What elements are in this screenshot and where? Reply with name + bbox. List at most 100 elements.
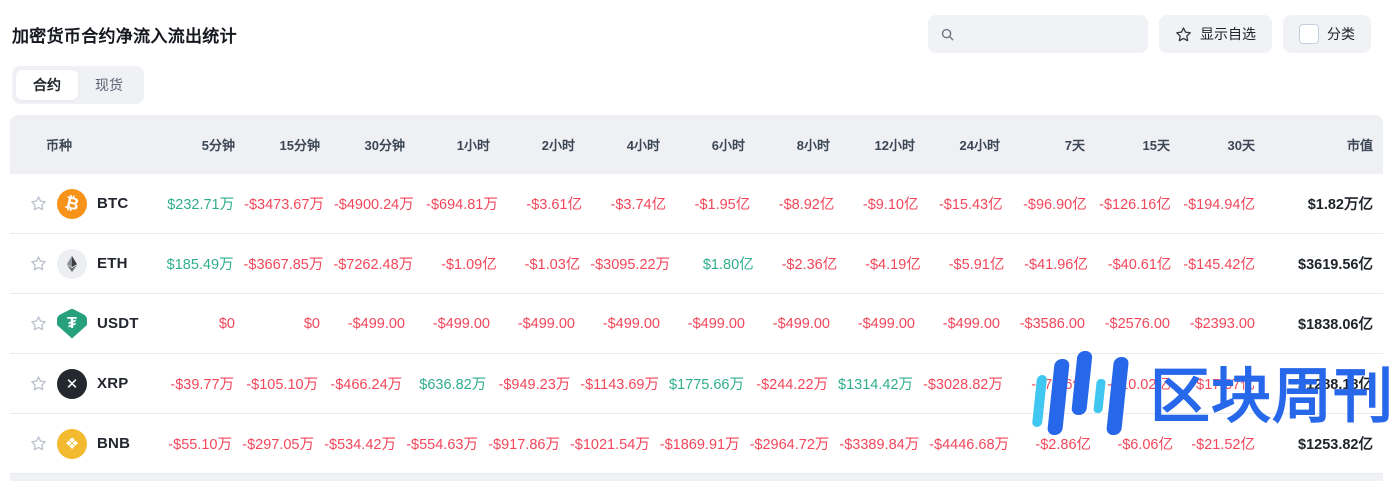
value-cell: -$6.06亿 [1117, 437, 1173, 453]
favorite-star-icon[interactable] [30, 315, 47, 332]
next-row-peek [10, 474, 1383, 481]
value-cell: -$1869.91万 [659, 437, 740, 453]
value-cell: -$4446.68万 [929, 437, 1010, 453]
column-header[interactable]: 7天 [1064, 138, 1085, 153]
value-cell: -$466.24万 [330, 377, 403, 393]
search-icon [941, 28, 954, 41]
coin-symbol: ETH [97, 255, 128, 272]
show-favorites-label: 显示自选 [1200, 26, 1256, 42]
column-header[interactable]: 30天 [1227, 138, 1255, 153]
value-cell: -$499.00 [942, 315, 1000, 332]
coin-cell: ₿ BTC [10, 188, 160, 219]
column-header[interactable]: 1小时 [456, 138, 490, 153]
value-cell: $1775.66万 [669, 377, 744, 393]
value-cell: -$499.00 [857, 315, 915, 332]
value-cell: -$21.52亿 [1191, 437, 1255, 453]
value-cell: -$1143.69万 [580, 377, 659, 393]
eth-coin-icon [57, 248, 87, 279]
coin-cell: ❖ BNB [10, 428, 160, 459]
value-cell: $185.49万 [166, 257, 234, 273]
value-cell: -$534.42万 [324, 437, 396, 453]
coin-symbol: BNB [97, 435, 131, 452]
column-header[interactable]: 8小时 [796, 138, 830, 153]
table-row[interactable]: ❖ BNB -$55.10万 -$297.05万 -$534.42万 -$554.63… [10, 414, 1383, 474]
star-icon [1176, 26, 1191, 41]
value-cell: $232.71万 [167, 197, 235, 213]
value-cell: -$96.90亿 [1023, 197, 1087, 213]
favorite-star-icon[interactable] [30, 375, 47, 392]
value-cell: -$244.22万 [756, 377, 829, 393]
category-button[interactable]: 分类 [1283, 15, 1371, 53]
value-cell: -$3095.22万 [590, 257, 671, 273]
value-cell: -$694.81万 [426, 197, 498, 213]
value-cell: $636.82万 [419, 377, 487, 393]
table-header-row: 币种 5分钟 15分钟 30分钟 1小时 2小时 4小时 6小时 8小时 12小时 24小时 7天 15… [10, 115, 1383, 174]
value-cell: $1.82万亿 [1307, 197, 1373, 213]
value-cell: -$4.19亿 [865, 257, 921, 273]
value-cell: $1314.42万 [838, 377, 914, 393]
value-cell: -$145.42亿 [1183, 257, 1255, 273]
column-header[interactable]: 4小时 [626, 138, 660, 153]
column-header[interactable]: 24小时 [959, 138, 1000, 153]
column-header[interactable]: 6小时 [711, 138, 745, 153]
search-box[interactable] [928, 15, 1148, 53]
value-cell: -$499.00 [687, 315, 745, 332]
btc-coin-icon: ₿ [57, 188, 87, 219]
value-cell: -$10.02亿 [1107, 377, 1171, 393]
value-cell: -$40.61亿 [1107, 257, 1172, 273]
column-header[interactable]: 12小时 [874, 138, 915, 153]
column-header[interactable]: 5分钟 [201, 138, 235, 153]
column-header[interactable]: 市值 [1346, 138, 1373, 153]
value-cell: -$7262.48万 [333, 257, 414, 273]
favorite-star-icon[interactable] [30, 435, 47, 452]
value-cell: -$3586.00 [1019, 315, 1085, 332]
flow-table: 币种 5分钟 15分钟 30分钟 1小时 2小时 4小时 6小时 8小时 12小时 24小时 7天 15… [10, 115, 1383, 481]
value-cell: -$194.94亿 [1183, 197, 1255, 213]
topbar: 加密货币合约净流入流出统计 显示自选 分类 [0, 0, 1393, 53]
column-header[interactable]: 币种 [46, 138, 73, 153]
value-cell: -$39.77万 [170, 377, 235, 393]
favorite-star-icon[interactable] [30, 255, 47, 272]
value-cell: -$297.05万 [242, 437, 314, 453]
value-cell: -$499.00 [602, 315, 660, 332]
table-row[interactable]: ✕ XRP -$39.77万 -$105.10万 -$466.24万 $636.82万… [10, 354, 1383, 414]
column-header[interactable]: 15分钟 [279, 138, 320, 153]
value-cell: $1.80亿 [702, 257, 754, 273]
value-cell: -$949.23万 [498, 377, 571, 393]
category-checkbox[interactable] [1299, 24, 1319, 44]
value-cell: -$7.16亿 [1031, 377, 1087, 393]
coin-cell: ETH [10, 248, 160, 279]
value-cell: -$3.61亿 [526, 197, 582, 213]
favorite-star-icon[interactable] [30, 195, 47, 212]
column-header[interactable]: 30分钟 [364, 138, 405, 153]
value-cell: -$55.10万 [168, 437, 232, 453]
value-cell: -$2393.00 [1189, 315, 1255, 332]
coin-cell: ₮ USDT [10, 308, 160, 339]
value-cell: -$1.09亿 [441, 257, 497, 273]
value-cell: -$3028.82万 [923, 377, 1003, 393]
table-row[interactable]: ₿ BTC $232.71万 -$3473.67万 -$4900.24万 -$694.… [10, 174, 1383, 234]
value-cell: -$2.86亿 [1035, 437, 1092, 453]
column-header[interactable]: 2小时 [541, 138, 575, 153]
show-favorites-button[interactable]: 显示自选 [1159, 15, 1272, 53]
search-input[interactable] [963, 26, 1136, 42]
table-row[interactable]: ₮ USDT $0 $0 -$499.00 -$499.00 -$499.00 -$499… [10, 294, 1383, 354]
value-cell: -$499.00 [772, 315, 830, 332]
value-cell: -$4900.24万 [333, 197, 414, 213]
table-row[interactable]: ETH $185.49万 -$3667.85万 -$7262.48万 -$1.09亿 -… [10, 234, 1383, 294]
page-title: 加密货币合约净流入流出统计 [12, 26, 237, 46]
value-cell: -$3473.67万 [244, 197, 324, 213]
xrp-coin-icon: ✕ [57, 368, 87, 399]
tab-spot[interactable]: 现货 [95, 77, 123, 93]
value-cell: -$105.10万 [246, 377, 319, 393]
value-cell: -$15.43亿 [938, 197, 1003, 213]
tab-contract[interactable]: 合约 [16, 70, 78, 100]
coin-symbol: USDT [97, 315, 139, 332]
value-cell: $3619.56亿 [1298, 257, 1373, 273]
value-cell: -$2.36亿 [781, 257, 838, 273]
column-header[interactable]: 15天 [1142, 138, 1170, 153]
top-actions: 显示自选 分类 [928, 15, 1371, 53]
coin-symbol: BTC [97, 195, 129, 212]
value-cell: -$2576.00 [1104, 315, 1170, 332]
value-cell: -$499.00 [347, 315, 405, 332]
